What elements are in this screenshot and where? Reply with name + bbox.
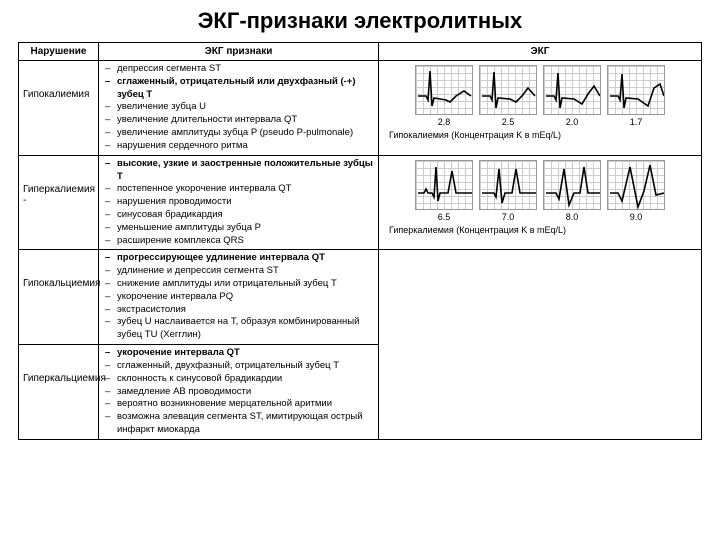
sign-item: постепенное укорочение интервала QT xyxy=(103,183,374,196)
sign-item: замедление АВ проводимости xyxy=(103,386,374,399)
ecg-panel: 6.5 7.0 8.0 9.0 Гиперкалиемия (Концентрация … xyxy=(383,158,697,237)
ecg-table: Нарушение ЭКГ признаки ЭКГ Гипокалиемияд… xyxy=(18,42,702,440)
header-ecg: ЭКГ xyxy=(379,43,702,61)
ecg-waveform-box: 8.0 xyxy=(543,160,601,222)
ecg-grid xyxy=(543,160,601,210)
table-row: Гиперкалиемия -высокие, узкие и заострен… xyxy=(19,155,702,250)
ecg-value-label: 2.5 xyxy=(502,117,515,127)
ecg-cell: 2.8 2.5 2.0 1.7 Гипокалиемия (Концентрация K… xyxy=(379,61,702,156)
ecg-value-label: 8.0 xyxy=(566,212,579,222)
ecg-value-label: 9.0 xyxy=(630,212,643,222)
ecg-waveform-box: 7.0 xyxy=(479,160,537,222)
table-row: Гипокалиемиядепрессия сегмента STсглажен… xyxy=(19,61,702,156)
disorder-name: Гиперкалиемия - xyxy=(19,155,99,250)
header-disorder: Нарушение xyxy=(19,43,99,61)
table-row: Гипокальциемияпрогрессирующее удлинение … xyxy=(19,250,702,345)
sign-item: склонность к синусовой брадикардии xyxy=(103,373,374,386)
ecg-value-label: 1.7 xyxy=(630,117,643,127)
sign-item: вероятно возникновение мерцательной арит… xyxy=(103,398,374,411)
sign-item: синусовая брадикардия xyxy=(103,209,374,222)
page-title: ЭКГ-признаки электролитных xyxy=(18,8,702,34)
sign-item: удлинение и депрессия сегмента ST xyxy=(103,265,374,278)
ecg-value-label: 7.0 xyxy=(502,212,515,222)
ecg-value-label: 2.0 xyxy=(566,117,579,127)
ecg-waveform-box: 9.0 xyxy=(607,160,665,222)
ecg-caption: Гипокалиемия (Концентрация K в mEq/L) xyxy=(385,130,695,140)
sign-item: прогрессирующее удлинение интервала QT xyxy=(103,252,374,265)
ecg-grid xyxy=(415,160,473,210)
sign-item: нарушения сердечного ритма xyxy=(103,140,374,153)
signs-cell: высокие, узкие и заостренные положительн… xyxy=(99,155,379,250)
sign-item: увеличение амплитуды зубца P (pseudo P-p… xyxy=(103,127,374,140)
sign-item: укорочение интервала QT xyxy=(103,347,374,360)
ecg-cell: 6.5 7.0 8.0 9.0 Гиперкалиемия (Концентрация … xyxy=(379,155,702,250)
sign-item: экстрасистолия xyxy=(103,304,374,317)
signs-cell: укорочение интервала QTсглаженный, двухф… xyxy=(99,345,379,440)
signs-cell: прогрессирующее удлинение интервала QTуд… xyxy=(99,250,379,345)
sign-item: расширение комплекса QRS xyxy=(103,235,374,248)
ecg-waveform-box: 2.0 xyxy=(543,65,601,127)
ecg-grid xyxy=(543,65,601,115)
sign-item: нарушения проводимости xyxy=(103,196,374,209)
header-signs: ЭКГ признаки xyxy=(99,43,379,61)
ecg-caption: Гиперкалиемия (Концентрация K в mEq/L) xyxy=(385,225,695,235)
ecg-panel: 2.8 2.5 2.0 1.7 Гипокалиемия (Концентрация K… xyxy=(383,63,697,142)
disorder-name: Гипокалиемия xyxy=(19,61,99,156)
sign-item: зубец U наслаивается на T, образуя комби… xyxy=(103,316,374,342)
sign-item: возможна элевация сегмента ST, имитирующ… xyxy=(103,411,374,437)
ecg-waveform-box: 6.5 xyxy=(415,160,473,222)
ecg-waveform-box: 2.5 xyxy=(479,65,537,127)
sign-item: увеличение длительности интервала QT xyxy=(103,114,374,127)
ecg-cell-empty xyxy=(379,250,702,439)
sign-item: сглаженный, двухфазный, отрицательный зу… xyxy=(103,360,374,373)
disorder-name: Гипокальциемия xyxy=(19,250,99,345)
ecg-grid xyxy=(479,160,537,210)
sign-item: снижение амплитуды или отрицательный зуб… xyxy=(103,278,374,291)
sign-item: укорочение интервала PQ xyxy=(103,291,374,304)
ecg-waveform-box: 2.8 xyxy=(415,65,473,127)
sign-item: высокие, узкие и заостренные положительн… xyxy=(103,158,374,184)
sign-item: уменьшение амплитуды зубца P xyxy=(103,222,374,235)
disorder-name: Гиперкальциемия xyxy=(19,345,99,440)
sign-item: увеличение зубца U xyxy=(103,101,374,114)
ecg-value-label: 6.5 xyxy=(438,212,451,222)
ecg-grid xyxy=(607,65,665,115)
ecg-grid xyxy=(607,160,665,210)
sign-item: сглаженный, отрицательный или двухфазный… xyxy=(103,76,374,102)
ecg-grid xyxy=(479,65,537,115)
ecg-value-label: 2.8 xyxy=(438,117,451,127)
sign-item: депрессия сегмента ST xyxy=(103,63,374,76)
ecg-waveform-box: 1.7 xyxy=(607,65,665,127)
signs-cell: депрессия сегмента STсглаженный, отрицат… xyxy=(99,61,379,156)
ecg-grid xyxy=(415,65,473,115)
